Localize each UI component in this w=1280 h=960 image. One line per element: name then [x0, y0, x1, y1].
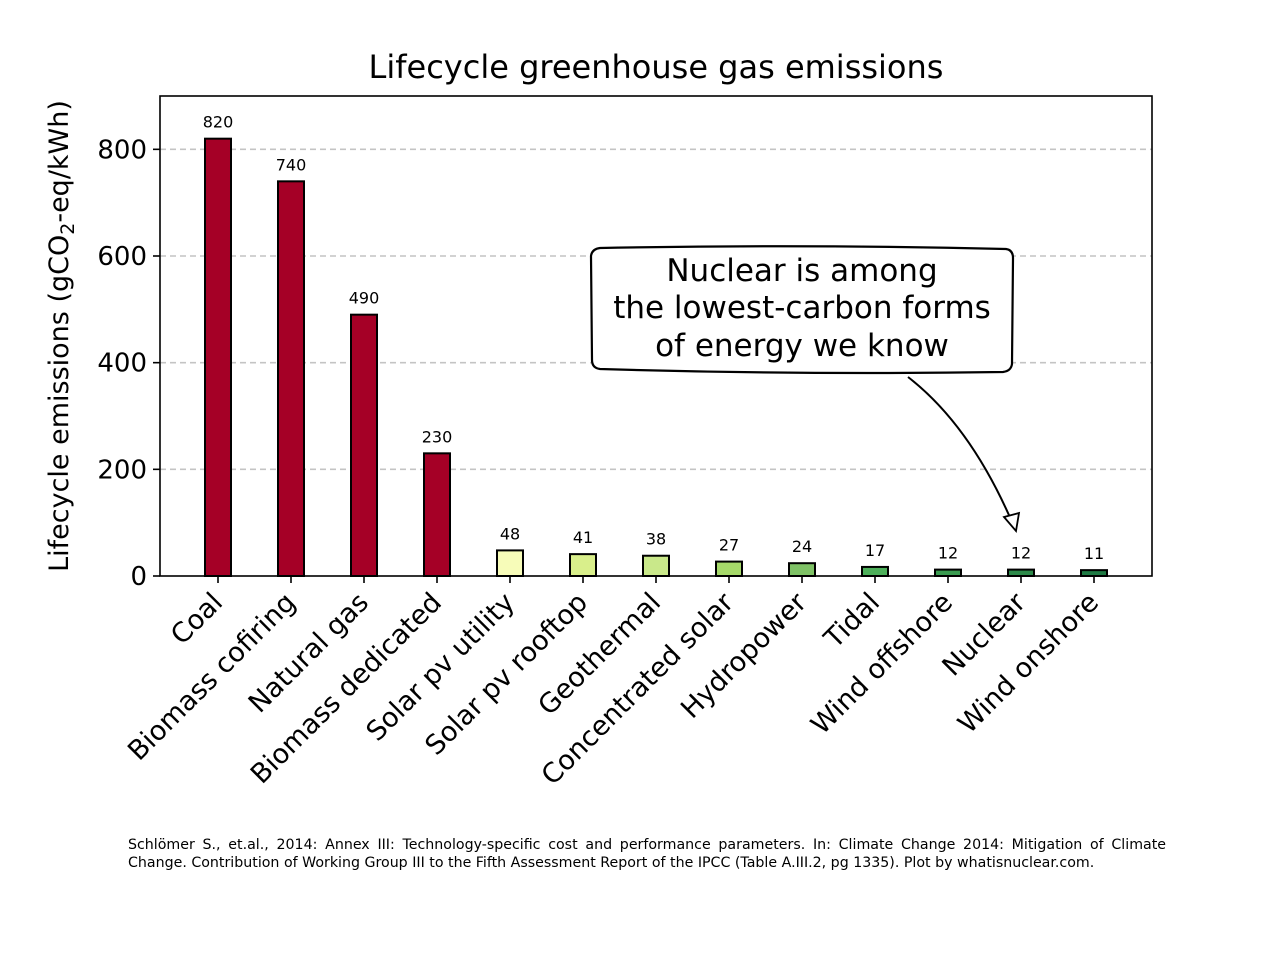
y-tick-label: 200 [97, 455, 147, 485]
bar-value-label: 17 [865, 541, 885, 560]
y-axis: 0 200 400 600 800 [97, 135, 160, 592]
annotation-line-2: the lowest-carbon forms [613, 290, 991, 326]
bar [642, 554, 670, 578]
annotation-arrow [907, 376, 1013, 523]
bar [1007, 568, 1035, 577]
bar-value-label: 740 [276, 155, 307, 174]
annotation-line-1: Nuclear is among [666, 253, 937, 289]
bar-value-label: 11 [1084, 544, 1104, 563]
bar [861, 565, 889, 578]
y-tick-label: 400 [97, 349, 147, 379]
bar [788, 562, 816, 578]
bar-value-label: 820 [203, 113, 234, 132]
bar [277, 180, 305, 577]
source-caption: Schlömer S., et.al., 2014: Annex III: Te… [128, 837, 1166, 871]
x-tick-label: Hydropower [675, 586, 813, 724]
x-tick-label: Coal [165, 587, 229, 651]
bar [423, 452, 451, 578]
value-labels: 820 740 490 230 48 41 38 27 24 17 12 12 11 [203, 113, 1104, 563]
nuclear-annotation: Nuclear is among the lowest-carbon forms… [589, 245, 1021, 534]
y-tick-label: 0 [130, 562, 147, 592]
bar-value-label: 48 [500, 524, 520, 543]
bar-value-label: 24 [792, 537, 812, 556]
y-axis-label: Lifecycle emissions (gCO2-eq/kWh) [44, 100, 79, 572]
bar [496, 549, 524, 578]
bar [715, 560, 743, 577]
bar-value-label: 12 [938, 544, 958, 563]
bar-value-label: 490 [349, 289, 380, 308]
x-tick-label: Tidal [818, 587, 886, 655]
bar-value-label: 27 [719, 536, 739, 555]
bar-value-label: 230 [422, 427, 453, 446]
y-tick-label: 800 [97, 135, 147, 165]
y-tick-label: 600 [97, 242, 147, 272]
annotation-box [589, 245, 1015, 375]
chart-title: Lifecycle greenhouse gas emissions [369, 48, 944, 86]
bar [569, 553, 597, 578]
bar-value-label: 38 [646, 530, 666, 549]
annotation-line-3: of energy we know [655, 328, 949, 364]
bar [350, 313, 378, 577]
bar-value-label: 12 [1011, 544, 1031, 563]
bar [934, 568, 962, 577]
bar [204, 137, 232, 578]
bar [1080, 569, 1108, 578]
bar-value-label: 41 [573, 528, 593, 547]
annotation-arrowhead [1002, 511, 1021, 534]
